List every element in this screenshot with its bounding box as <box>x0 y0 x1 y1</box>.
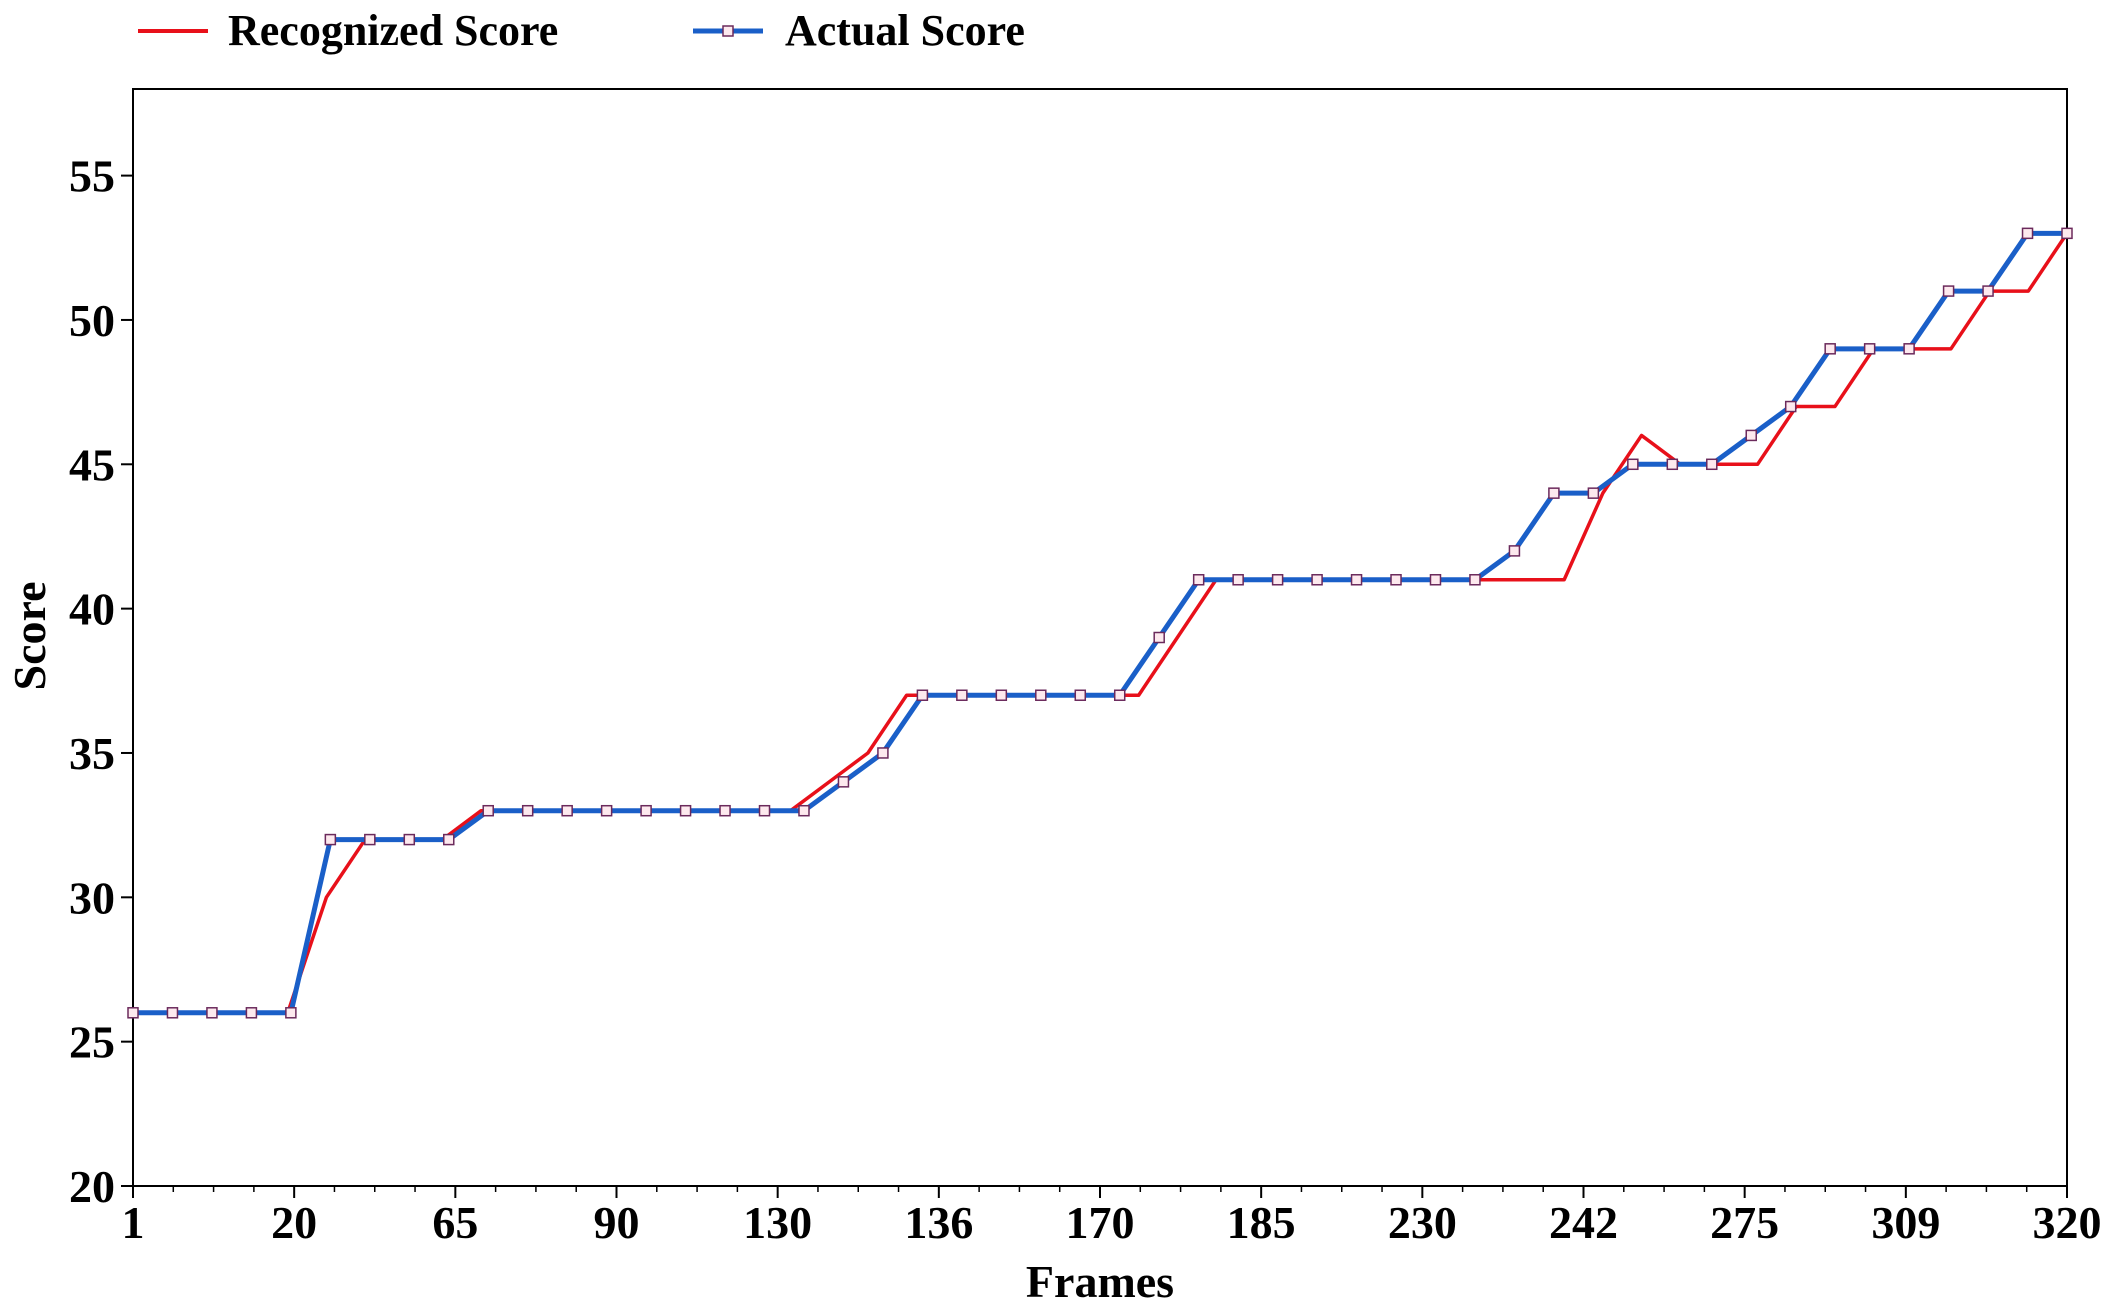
legend-label-actual: Actual Score <box>785 6 1025 55</box>
actual-score-point <box>1548 487 1560 499</box>
actual-score-point <box>166 1007 179 1019</box>
x-tick-label: 320 <box>2033 1197 2102 1248</box>
y-tick-label: 25 <box>69 1017 115 1068</box>
actual-score-point <box>719 804 731 817</box>
x-axis: 1 20 65 90 130 136 170 185 230 242 275 309 320 <box>122 1186 2102 1248</box>
actual-score-point <box>1192 574 1205 586</box>
actual-score-point <box>285 1007 297 1019</box>
actual-score-point <box>245 1007 258 1019</box>
actual-score-point <box>324 833 337 846</box>
y-tick-label: 20 <box>69 1161 115 1212</box>
actual-score-point <box>1469 574 1481 586</box>
actual-score-point <box>521 804 534 817</box>
x-tick-label: 1 <box>122 1197 145 1248</box>
actual-score-point <box>600 804 613 817</box>
actual-score-point <box>1627 458 1639 471</box>
actual-score-point <box>1982 285 1994 297</box>
actual-score-point <box>1942 285 1955 297</box>
actual-score-point <box>482 804 494 817</box>
actual-score-point <box>1350 574 1363 586</box>
actual-score-point <box>1587 487 1600 499</box>
actual-score-point <box>877 747 889 759</box>
x-tick-label: 275 <box>1710 1197 1779 1248</box>
y-axis-title: Score <box>4 581 55 690</box>
x-tick-label: 185 <box>1227 1197 1296 1248</box>
actual-score-point <box>1903 343 1915 355</box>
x-tick-label: 130 <box>743 1197 812 1248</box>
actual-score-point <box>1745 429 1757 442</box>
actual-score-point <box>798 804 810 817</box>
actual-score-point <box>956 689 968 701</box>
actual-score-point <box>679 804 692 817</box>
legend-label-recognized: Recognized Score <box>228 6 558 55</box>
actual-score-point <box>640 804 652 817</box>
x-tick-label: 309 <box>1871 1197 1940 1248</box>
actual-score-point <box>1311 574 1323 586</box>
x-tick-label: 136 <box>904 1197 973 1248</box>
x-tick-label: 90 <box>594 1197 640 1248</box>
actual-score-point <box>1113 689 1126 701</box>
actual-score-point <box>2021 227 2034 240</box>
actual-score-point <box>443 833 455 846</box>
series-group <box>127 227 2073 1019</box>
legend: Recognized Score Actual Score <box>138 6 1025 55</box>
actual-score-point <box>1390 574 1402 586</box>
actual-score-point <box>1666 458 1679 471</box>
x-tick-label: 230 <box>1388 1197 1457 1248</box>
legend-marker-actual <box>722 25 734 37</box>
actual-score-point <box>916 689 929 701</box>
actual-score-point <box>758 804 771 817</box>
actual-score-point <box>1824 343 1836 355</box>
actual-score-point <box>995 689 1008 701</box>
actual-score-point <box>1784 400 1797 413</box>
actual-score-point <box>1153 631 1165 644</box>
y-tick-label: 55 <box>69 151 115 202</box>
actual-score-point <box>1706 458 1718 471</box>
y-tick-label: 35 <box>69 728 115 779</box>
actual-score-point <box>1232 574 1244 586</box>
actual-score-point <box>1429 574 1442 586</box>
y-tick-label: 40 <box>69 584 115 635</box>
x-tick-label: 170 <box>1066 1197 1135 1248</box>
actual-score-point <box>403 833 416 846</box>
actual-score-point <box>1271 574 1284 586</box>
actual-score-point <box>561 804 573 817</box>
y-axis: 20 25 30 35 40 45 50 55 <box>69 151 133 1212</box>
actual-score-point <box>1863 343 1876 355</box>
actual-score-point <box>1074 689 1087 701</box>
actual-score-point <box>1508 545 1521 557</box>
x-tick-label: 20 <box>271 1197 317 1248</box>
x-tick-label: 242 <box>1549 1197 1618 1248</box>
x-tick-label: 65 <box>432 1197 478 1248</box>
y-tick-label: 50 <box>69 295 115 346</box>
y-tick-label: 30 <box>69 872 115 923</box>
series-line-actual <box>133 230 2067 1016</box>
series-line-recognized <box>133 232 2069 1015</box>
x-axis-title: Frames <box>1026 1256 1174 1304</box>
actual-score-point <box>206 1007 218 1019</box>
plot-area <box>132 88 2068 1187</box>
actual-score-point <box>1035 689 1047 701</box>
actual-score-point <box>2061 227 2073 240</box>
actual-score-point <box>127 1007 139 1019</box>
actual-score-point <box>364 833 376 846</box>
y-tick-label: 45 <box>69 439 115 490</box>
actual-score-point <box>837 776 850 788</box>
